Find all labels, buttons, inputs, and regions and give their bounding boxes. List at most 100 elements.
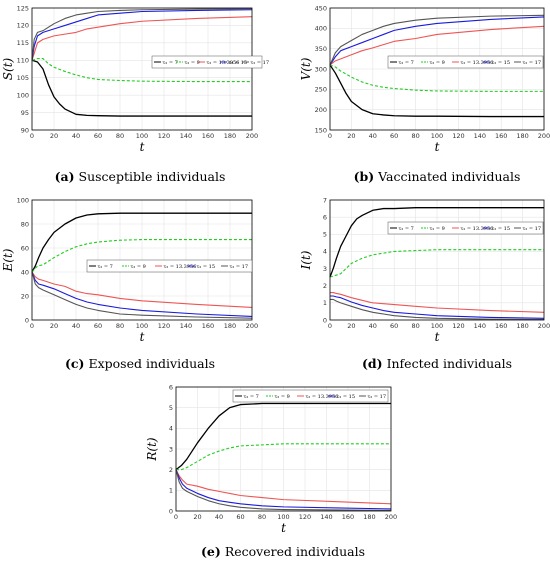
legend-box: [387, 221, 544, 235]
chart-panel-1: 0 20 40 60 80 100 120 140 160 180 200 150 200 250 300 3…: [299, 4, 550, 184]
y-tick-label: 0: [323, 316, 327, 324]
y-tick-label: 120: [17, 22, 29, 30]
y-tick-label: 20: [21, 292, 29, 300]
x-tick-label: 160: [202, 322, 214, 330]
y-tick-label: 4: [169, 425, 173, 433]
series-line: [329, 207, 544, 278]
legend-box: [232, 389, 389, 403]
caption-text: Exposed individuals: [88, 356, 215, 371]
x-tick-label: 60: [390, 322, 398, 330]
series-line: [31, 271, 253, 317]
legend-label: τ₂ = 15: [337, 394, 356, 400]
caption-letter: (a): [55, 169, 75, 184]
y-tick-label: 250: [315, 86, 327, 94]
x-axis-label: t: [281, 521, 286, 535]
panel-caption: (d) Infected individuals: [362, 356, 512, 371]
series-line: [329, 249, 544, 278]
chart-panel-4: 0 20 40 60 80 100 120 140 160 180 200 0 1 2 3 4 5 6 t R(t) τ…: [145, 383, 397, 559]
y-tick-label: 6: [169, 383, 173, 391]
y-axis-label: I(t): [299, 250, 313, 270]
legend-label: τ₂ = 17: [230, 264, 249, 270]
x-tick-label: 140: [474, 132, 486, 140]
panel-caption: (a) Susceptible individuals: [55, 169, 226, 184]
plot-frame: [329, 7, 545, 131]
y-tick-label: 5: [169, 404, 173, 412]
series-line: [31, 57, 252, 83]
y-axis-label: V(t): [299, 57, 313, 80]
legend-label: τ₂ = 15: [492, 60, 511, 66]
y-tick-label: 200: [315, 106, 327, 114]
y-tick-label: 300: [315, 65, 327, 73]
series-line: [31, 239, 252, 273]
x-tick-label: 100: [136, 132, 148, 140]
legend-label: τ₂ = 13.3956: [306, 394, 339, 400]
y-axis-label: R(t): [145, 437, 159, 462]
series-line: [329, 16, 545, 66]
legend-label: τ₂ = 7: [399, 60, 414, 66]
legend-label: τ₂ = 7: [163, 60, 178, 66]
y-tick-label: 90: [21, 126, 29, 134]
caption-text: Infected individuals: [387, 356, 512, 371]
legend-label: τ₂ = 7: [98, 264, 113, 270]
x-tick-label: 120: [158, 132, 170, 140]
x-tick-label: 140: [180, 132, 192, 140]
caption-letter: (c): [65, 356, 84, 371]
x-axis-label: t: [435, 140, 440, 154]
x-tick-label: 100: [136, 322, 148, 330]
x-tick-label: 140: [180, 322, 192, 330]
legend-label: τ₂ = 7: [399, 226, 414, 232]
y-tick-label: 3: [169, 445, 173, 453]
legend-label: τ₂ = 9: [131, 264, 146, 270]
panel-caption: (b) Vaccinated individuals: [354, 169, 521, 184]
y-tick-label: 2: [169, 466, 173, 474]
series-line: [31, 212, 252, 273]
y-tick-label: 7: [323, 196, 327, 204]
chart-panel-2: 0 20 40 60 80 100 120 140 160 180 200020406080100t…: [1, 196, 258, 371]
legend-label: τ₂ = 9: [430, 226, 445, 232]
x-tick-label: 140: [320, 513, 332, 521]
y-tick-label: 125: [17, 4, 29, 12]
caption-text: Vaccinated individuals: [377, 169, 520, 184]
x-tick-label: 100: [277, 513, 289, 521]
y-tick-label: 105: [17, 74, 29, 82]
plot-frame: [329, 199, 545, 321]
panel-caption: (e) Recovered individuals: [201, 544, 365, 559]
y-tick-label: 2: [323, 282, 327, 290]
y-tick-label: 3: [323, 265, 327, 273]
series-line: [176, 443, 391, 471]
x-tick-label: 0: [30, 132, 34, 140]
series-line: [31, 59, 252, 117]
legend-label: τ₂ = 13.3956: [461, 60, 494, 66]
plot-frame: [175, 386, 392, 512]
series-line: [330, 295, 545, 319]
x-tick-label: 180: [516, 322, 528, 330]
series-line: [329, 64, 544, 92]
x-tick-label: 160: [342, 513, 354, 521]
caption-letter: (d): [362, 356, 383, 371]
x-tick-label: 20: [50, 322, 58, 330]
y-tick-label: 100: [17, 91, 29, 99]
caption-text: Recovered individuals: [225, 544, 365, 559]
x-tick-label: 20: [347, 132, 355, 140]
y-tick-label: 60: [21, 244, 29, 252]
y-tick-label: 400: [315, 25, 327, 33]
legend-label: τ₂ = 9: [430, 60, 445, 66]
legend-box: [387, 55, 544, 69]
series-line: [31, 8, 253, 61]
y-tick-label: 0: [25, 316, 29, 324]
x-tick-label: 80: [411, 322, 419, 330]
y-tick-label: 350: [315, 45, 327, 53]
panel-caption: (c) Exposed individuals: [65, 356, 215, 371]
legend-label: τ₂ = 17: [523, 226, 542, 232]
x-tick-label: 0: [328, 322, 332, 330]
x-tick-label: 200: [385, 513, 397, 521]
x-tick-label: 80: [411, 132, 419, 140]
x-axis-label: t: [140, 140, 145, 154]
x-tick-label: 120: [299, 513, 311, 521]
x-tick-label: 60: [94, 132, 102, 140]
x-axis-label: t: [140, 330, 145, 344]
x-tick-label: 80: [116, 132, 124, 140]
series-line: [31, 271, 253, 308]
y-tick-label: 4: [323, 248, 327, 256]
